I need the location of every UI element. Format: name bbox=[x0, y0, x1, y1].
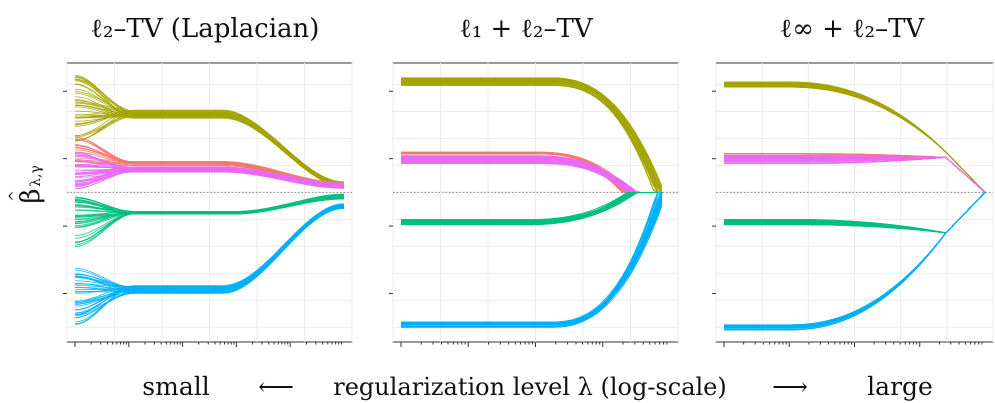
y-axis-label-main: β bbox=[16, 188, 46, 203]
coef-path-green bbox=[74, 196, 344, 221]
coef-path-magenta bbox=[401, 157, 662, 193]
coef-path-magenta bbox=[401, 161, 662, 193]
panel-1-lines bbox=[74, 74, 345, 325]
panel-1-ticks bbox=[63, 90, 343, 347]
coef-path-olive bbox=[74, 110, 345, 187]
coef-path-olive bbox=[401, 82, 663, 193]
panel-linf-l2-tv bbox=[712, 62, 994, 347]
coef-path-olive bbox=[74, 106, 345, 183]
coef-path-blue bbox=[401, 192, 663, 325]
panel-3-ticks bbox=[712, 90, 983, 347]
coef-path-olive bbox=[401, 81, 663, 191]
coef-path-blue bbox=[74, 207, 345, 289]
coef-path-salmon bbox=[401, 153, 662, 193]
panel-l2-tv bbox=[63, 62, 353, 347]
coef-path-magenta bbox=[401, 162, 662, 193]
panel-2-title: ℓ₁ + ℓ₂–TV bbox=[459, 14, 593, 44]
coef-path-green bbox=[401, 191, 662, 224]
coef-path-green bbox=[74, 198, 345, 243]
panel-2-lines bbox=[401, 77, 663, 328]
x-caption-left-arrow: ⟵ bbox=[258, 372, 294, 401]
panel-1-grid bbox=[66, 63, 353, 342]
coef-path-magenta bbox=[401, 159, 662, 193]
panel-3-lines bbox=[724, 81, 986, 331]
coef-path-olive bbox=[74, 115, 345, 188]
x-caption-large: large bbox=[867, 372, 933, 401]
x-caption-small: small bbox=[142, 372, 209, 401]
coef-path-magenta bbox=[724, 156, 986, 193]
coef-path-olive bbox=[401, 78, 663, 188]
y-axis-label-subscript: λ,γ bbox=[28, 165, 44, 187]
panel-3-title: ℓ∞ + ℓ₂–TV bbox=[780, 14, 926, 44]
coef-path-blue bbox=[401, 195, 663, 325]
coef-path-green bbox=[401, 191, 662, 222]
coef-path-magenta bbox=[74, 166, 345, 186]
coef-path-olive bbox=[401, 84, 662, 193]
coef-path-olive bbox=[724, 83, 986, 193]
coef-path-magenta bbox=[401, 156, 662, 193]
y-axis-label-hat: ^ bbox=[7, 190, 23, 202]
panel-1-title: ℓ₂–TV (Laplacian) bbox=[91, 14, 320, 44]
y-axis-label: β ^ bbox=[7, 188, 46, 203]
coef-path-olive bbox=[401, 82, 662, 193]
coef-path-green bbox=[401, 191, 662, 225]
coef-path-olive bbox=[401, 77, 663, 193]
panel-l1-l2-tv bbox=[389, 62, 679, 347]
coef-path-green bbox=[401, 191, 662, 221]
coef-path-blue bbox=[724, 192, 986, 326]
x-caption-right-arrow: ⟶ bbox=[772, 372, 808, 401]
panel-2-ticks bbox=[389, 90, 668, 347]
coef-path-green bbox=[724, 192, 986, 234]
coef-path-salmon bbox=[74, 157, 345, 184]
x-caption-middle: regularization level λ (log-scale) bbox=[333, 373, 727, 401]
